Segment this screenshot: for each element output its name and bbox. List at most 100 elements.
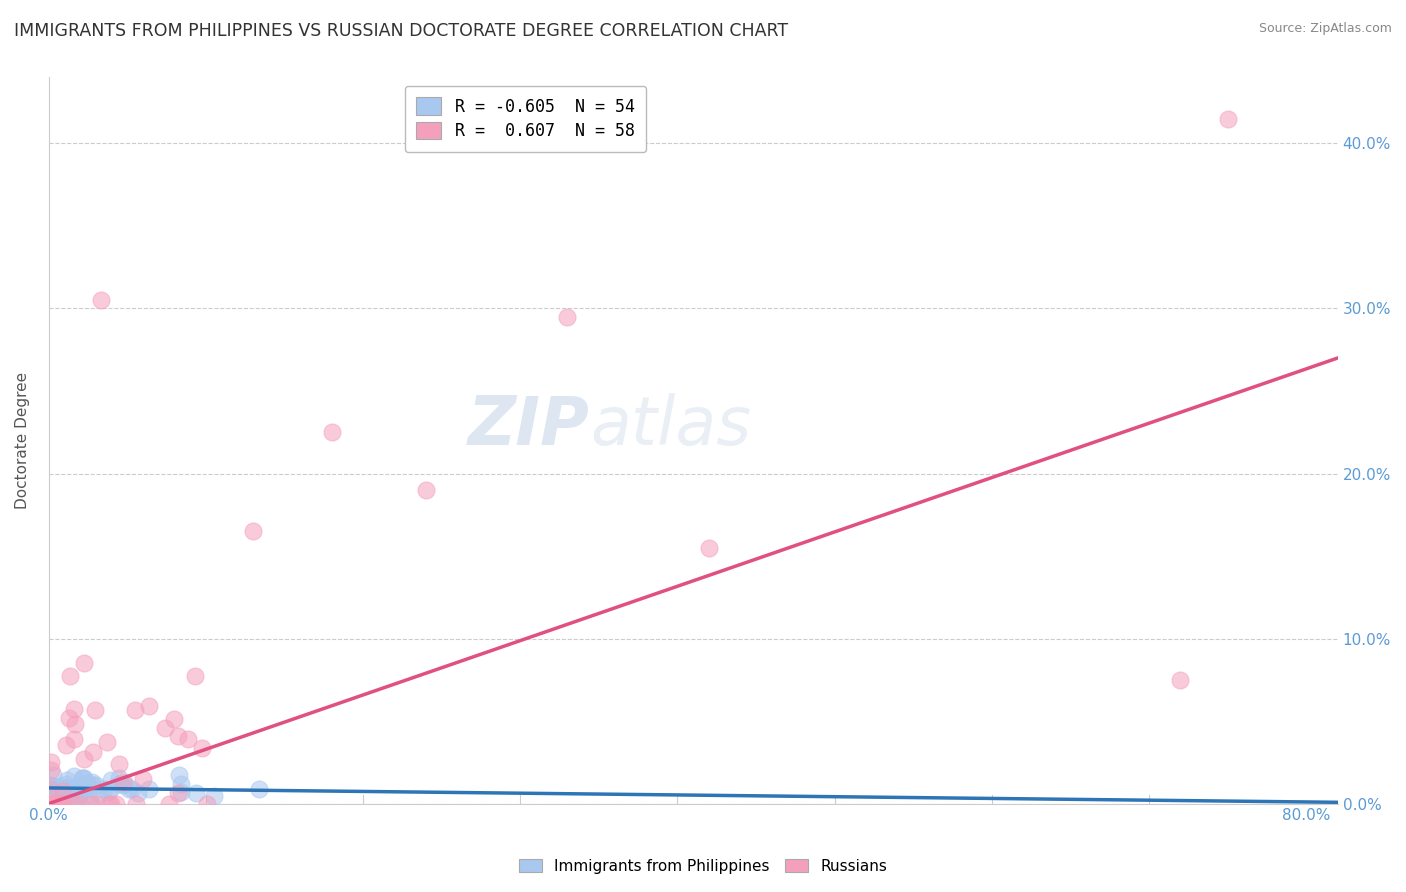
Point	[41, 797, 63, 811]
Text: Source: ZipAtlas.com: Source: ZipAtlas.com	[1258, 22, 1392, 36]
Point	[96, 734, 118, 748]
Point	[72, 772, 94, 786]
Point	[108, 777, 131, 791]
Point	[55, 738, 77, 752]
Point	[76, 776, 98, 790]
Point	[89, 787, 111, 801]
Point	[52, 789, 75, 804]
Point	[41, 783, 63, 797]
Point	[69, 797, 91, 811]
Point	[167, 786, 190, 800]
Point	[63, 702, 86, 716]
Point	[163, 712, 186, 726]
Point	[118, 781, 141, 796]
Point	[62, 793, 84, 807]
Point	[51, 797, 73, 811]
Point	[138, 782, 160, 797]
Point	[42, 797, 65, 811]
Point	[39, 778, 62, 792]
Point	[55, 777, 77, 791]
Point	[90, 293, 112, 308]
Point	[56, 772, 79, 787]
Point	[69, 789, 91, 803]
Point	[84, 778, 107, 792]
Point	[52, 797, 75, 811]
Point	[242, 524, 264, 539]
Point	[51, 781, 73, 796]
Point	[100, 797, 122, 811]
Point	[138, 698, 160, 713]
Point	[97, 797, 120, 811]
Point	[63, 716, 86, 731]
Point	[62, 797, 84, 811]
Point	[58, 783, 80, 797]
Point	[39, 797, 62, 811]
Point	[93, 782, 115, 797]
Point	[190, 740, 212, 755]
Point	[321, 425, 343, 440]
Point	[86, 797, 108, 811]
Point	[697, 541, 720, 555]
Point	[63, 731, 86, 746]
Point	[42, 779, 65, 793]
Point	[39, 782, 62, 797]
Point	[184, 786, 207, 800]
Point	[111, 775, 134, 789]
Legend: R = -0.605  N = 54, R =  0.607  N = 58: R = -0.605 N = 54, R = 0.607 N = 58	[405, 86, 647, 153]
Point	[202, 789, 225, 803]
Point	[48, 797, 70, 811]
Point	[247, 781, 270, 796]
Point	[52, 783, 75, 797]
Legend: Immigrants from Philippines, Russians: Immigrants from Philippines, Russians	[513, 853, 893, 880]
Point	[125, 797, 148, 811]
Point	[170, 777, 193, 791]
Point	[70, 771, 93, 785]
Point	[63, 769, 86, 783]
Point	[557, 310, 579, 324]
Point	[73, 657, 96, 671]
Point	[114, 777, 136, 791]
Point	[121, 782, 143, 797]
Point	[104, 797, 127, 811]
Point	[63, 783, 86, 797]
Point	[62, 781, 84, 796]
Point	[415, 483, 437, 497]
Point	[112, 778, 135, 792]
Point	[82, 775, 104, 789]
Point	[98, 783, 121, 797]
Point	[72, 780, 94, 794]
Point	[108, 757, 131, 772]
Point	[167, 729, 190, 743]
Point	[67, 782, 90, 797]
Point	[45, 780, 67, 794]
Point	[79, 782, 101, 797]
Point	[59, 669, 82, 683]
Point	[52, 797, 75, 811]
Point	[195, 797, 218, 811]
Point	[39, 763, 62, 777]
Point	[41, 797, 63, 811]
Point	[131, 772, 153, 787]
Point	[80, 797, 103, 811]
Point	[177, 731, 200, 746]
Point	[184, 669, 207, 683]
Point	[82, 746, 104, 760]
Point	[1216, 112, 1239, 126]
Point	[39, 797, 62, 811]
Point	[100, 772, 122, 787]
Point	[49, 797, 72, 811]
Point	[42, 767, 65, 781]
Point	[80, 776, 103, 790]
Point	[51, 782, 73, 797]
Point	[63, 787, 86, 801]
Text: atlas: atlas	[591, 393, 751, 459]
Point	[52, 797, 75, 811]
Text: ZIP: ZIP	[468, 393, 591, 459]
Point	[58, 711, 80, 725]
Point	[67, 789, 90, 803]
Point	[73, 771, 96, 785]
Point	[39, 797, 62, 811]
Point	[97, 785, 120, 799]
Point	[83, 703, 105, 717]
Point	[73, 752, 96, 766]
